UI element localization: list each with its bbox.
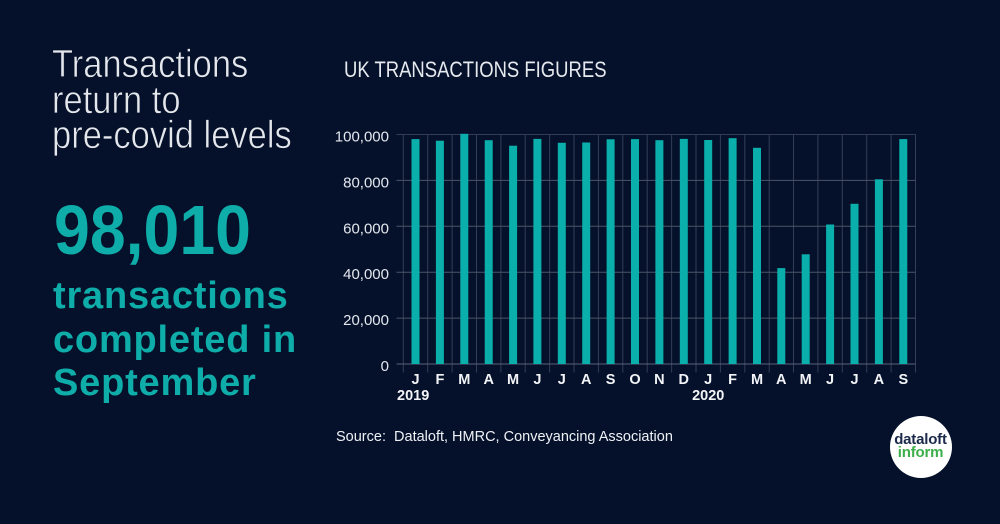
svg-text:J: J <box>704 372 712 388</box>
svg-text:2020: 2020 <box>692 388 724 404</box>
svg-text:2019: 2019 <box>397 388 429 404</box>
svg-text:0: 0 <box>381 358 389 375</box>
svg-text:F: F <box>435 372 444 388</box>
svg-text:M: M <box>458 372 470 388</box>
svg-text:60,000: 60,000 <box>343 220 389 237</box>
svg-text:J: J <box>411 372 419 388</box>
svg-text:D: D <box>679 372 689 388</box>
svg-text:40,000: 40,000 <box>343 266 389 283</box>
svg-text:S: S <box>898 372 908 388</box>
svg-text:100,000: 100,000 <box>335 129 389 146</box>
svg-text:A: A <box>874 372 885 388</box>
svg-text:J: J <box>850 372 858 388</box>
svg-text:N: N <box>654 372 664 388</box>
svg-text:J: J <box>558 372 566 388</box>
svg-text:S: S <box>606 372 616 388</box>
svg-text:M: M <box>507 372 519 388</box>
svg-text:J: J <box>533 372 541 388</box>
svg-text:A: A <box>581 372 592 388</box>
svg-text:F: F <box>728 372 737 388</box>
svg-text:M: M <box>800 372 812 388</box>
svg-text:A: A <box>776 372 787 388</box>
svg-text:J: J <box>826 372 834 388</box>
svg-text:A: A <box>483 372 494 388</box>
svg-text:O: O <box>629 372 640 388</box>
svg-text:M: M <box>751 372 763 388</box>
svg-text:20,000: 20,000 <box>343 312 389 329</box>
svg-text:80,000: 80,000 <box>343 174 389 191</box>
